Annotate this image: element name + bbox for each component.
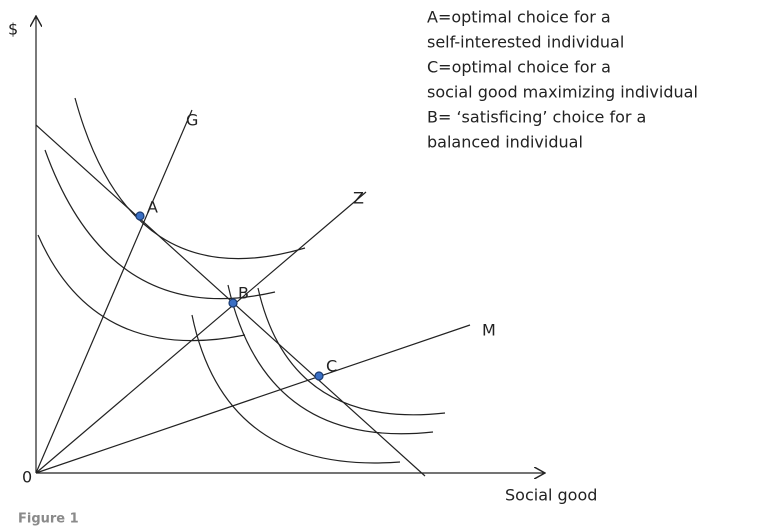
indifference-curve: [37, 234, 246, 342]
point-c: [314, 371, 324, 381]
y-axis-label: $: [8, 20, 18, 39]
line-label: G: [186, 111, 198, 130]
line-label: Z: [353, 189, 364, 208]
legend-line: self-interested individual: [427, 33, 624, 52]
origin-label: 0: [22, 468, 32, 487]
legend: A=optimal choice for a self-interested i…: [427, 8, 698, 152]
legend-line: social good maximizing individual: [427, 83, 698, 102]
point-label: C: [326, 357, 337, 376]
point-label: A: [147, 198, 158, 217]
indifference-curve: [227, 284, 434, 435]
ray-m: [35, 324, 471, 474]
x-axis-label: Social good: [505, 486, 597, 505]
indifference-curve: [191, 314, 401, 464]
caption: Figure 1: [18, 512, 79, 527]
indifference-curve: [74, 97, 306, 260]
point-b: [228, 298, 238, 308]
legend-line: balanced individual: [427, 133, 583, 152]
indifference-curve: [44, 149, 276, 300]
point-label: B: [238, 284, 249, 303]
point-a: [135, 211, 145, 221]
indifference-curve: [257, 287, 446, 416]
legend-line: B= ‘satisficing’ choice for a: [427, 108, 646, 127]
ray-z: [35, 191, 367, 474]
legend-line: A=optimal choice for a: [427, 8, 611, 27]
ray-g: [35, 109, 193, 474]
legend-line: C=optimal choice for a: [427, 58, 611, 77]
line-label: M: [482, 321, 496, 340]
